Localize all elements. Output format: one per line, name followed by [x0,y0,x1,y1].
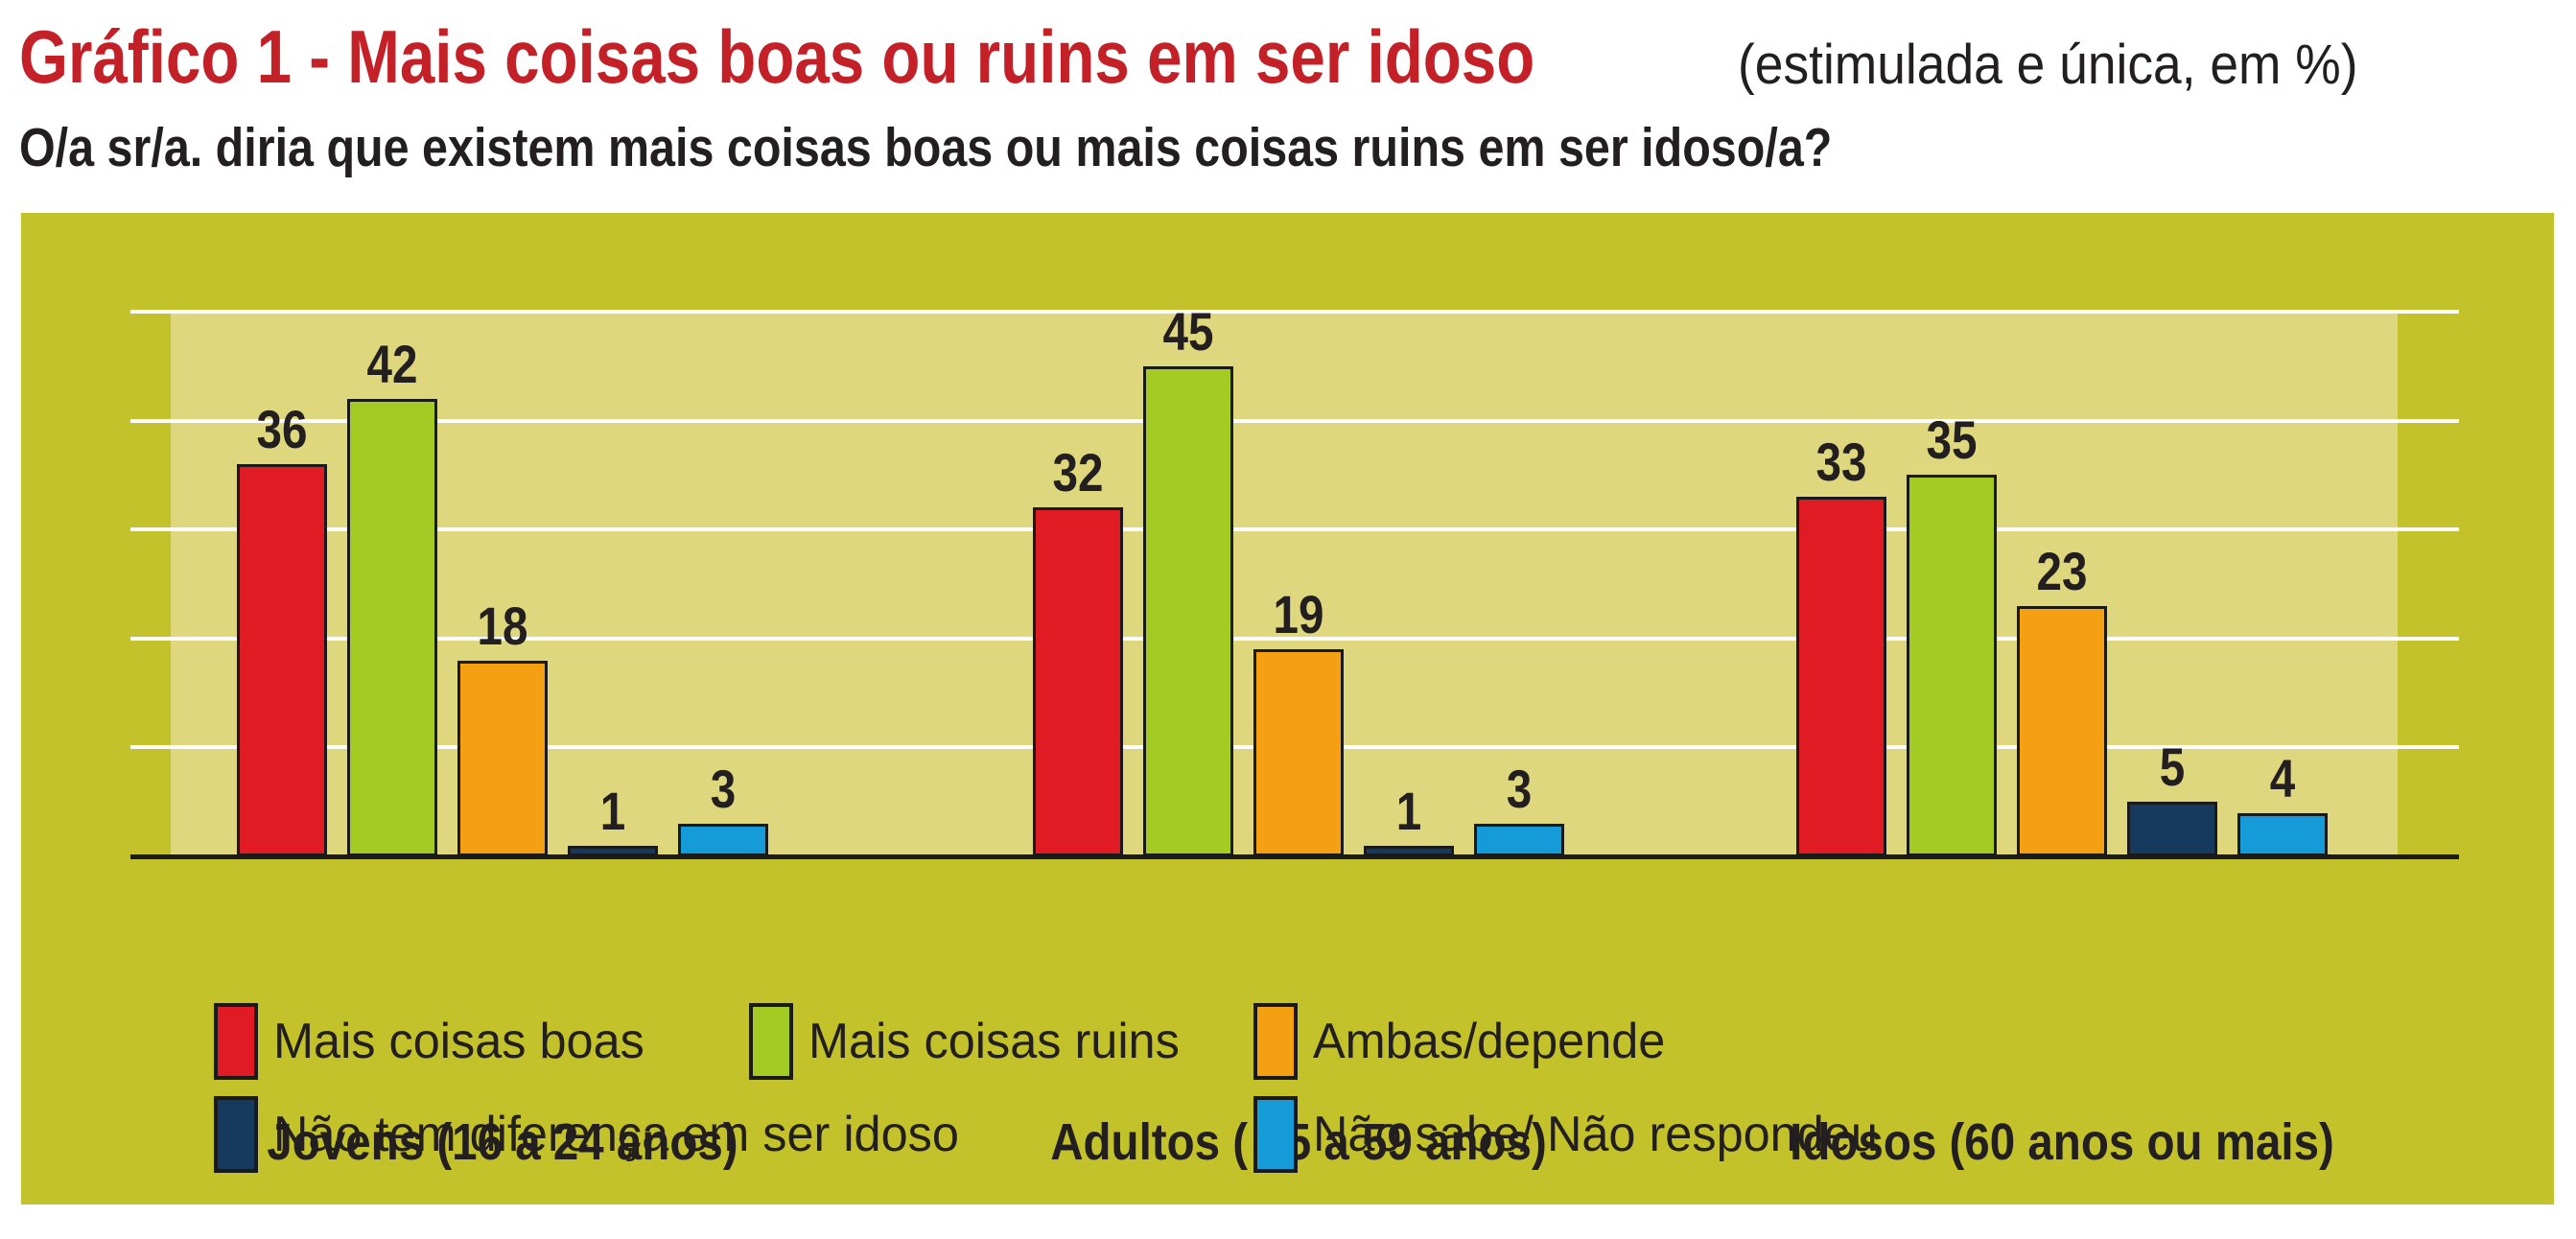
axis-baseline [130,854,2459,859]
chart-question-subtitle: O/a sr/a. diria que existem mais coisas … [19,117,1833,178]
legend-swatch-2 [1253,1003,1298,1080]
legend-swatch-4 [1253,1096,1298,1173]
bar-3-group-3 [2017,606,2107,856]
bar-value-label: 45 [1162,301,1214,362]
legend-swatch-0 [214,1003,258,1080]
bar-value-label: 5 [2159,736,2186,797]
bar-4-group-3 [2127,802,2217,856]
chart-panel: 36 42 18 1 3 Jovens (16 a 24 anos) 32 45 19 1 3 Adu… [21,213,2554,1204]
bar-value-label: 42 [366,334,418,394]
bar-value-label: 33 [1815,432,1867,492]
category-label-2: Adultos ( 25 a 59 anos) [1050,1113,1547,1171]
category-label-3: Idosos (60 anos ou mais) [1790,1113,2334,1171]
bar-1-group-2 [1033,507,1123,856]
bar-1-group-1 [237,464,327,856]
title-suffix: (estimulada e única, em %) [1738,34,2358,96]
bar-value-label: 32 [1052,442,1104,503]
bar-value-label: 23 [2036,541,2088,601]
gridline-40 [130,418,2459,423]
bar-value-label: 3 [1506,759,1533,819]
bar-3-group-1 [457,661,548,856]
legend-label-1: Mais coisas ruins [808,1014,1180,1069]
bar-2-group-3 [1907,475,1997,856]
legend-swatch-3 [214,1096,258,1173]
bar-5-group-1 [678,824,768,856]
bar-2-group-2 [1143,366,1233,856]
bar-1-group-3 [1796,497,1886,856]
bar-value-label: 4 [2269,748,2296,808]
bar-2-group-1 [347,399,437,856]
legend-label-0: Mais coisas boas [273,1014,644,1069]
legend-label-3: Não tem diferença em ser idoso [273,1107,959,1162]
bar-value-label: 1 [599,781,626,841]
gridline-50 [130,310,2459,314]
gridline-20 [130,636,2459,641]
bar-value-label: 19 [1273,584,1324,644]
category-label-1: Jovens (16 a 24 anos) [267,1113,738,1171]
gridline-30 [130,527,2459,532]
bar-value-label: 3 [710,759,737,819]
legend-label-2: Ambas/depende [1313,1014,1666,1069]
bar-value-label: 35 [1926,409,1978,470]
bar-value-label: 18 [477,596,528,656]
bar-value-label: 36 [256,399,308,459]
bar-value-label: 1 [1395,781,1422,841]
bar-5-group-3 [2237,813,2328,856]
bar-3-group-2 [1253,649,1344,856]
legend-label-4: Não sabe/ Não respondeu [1313,1107,1878,1162]
page-title: Gráfico 1 - Mais coisas boas ou ruins em… [19,14,1535,99]
bar-5-group-2 [1474,824,1564,856]
legend-swatch-1 [749,1003,793,1080]
